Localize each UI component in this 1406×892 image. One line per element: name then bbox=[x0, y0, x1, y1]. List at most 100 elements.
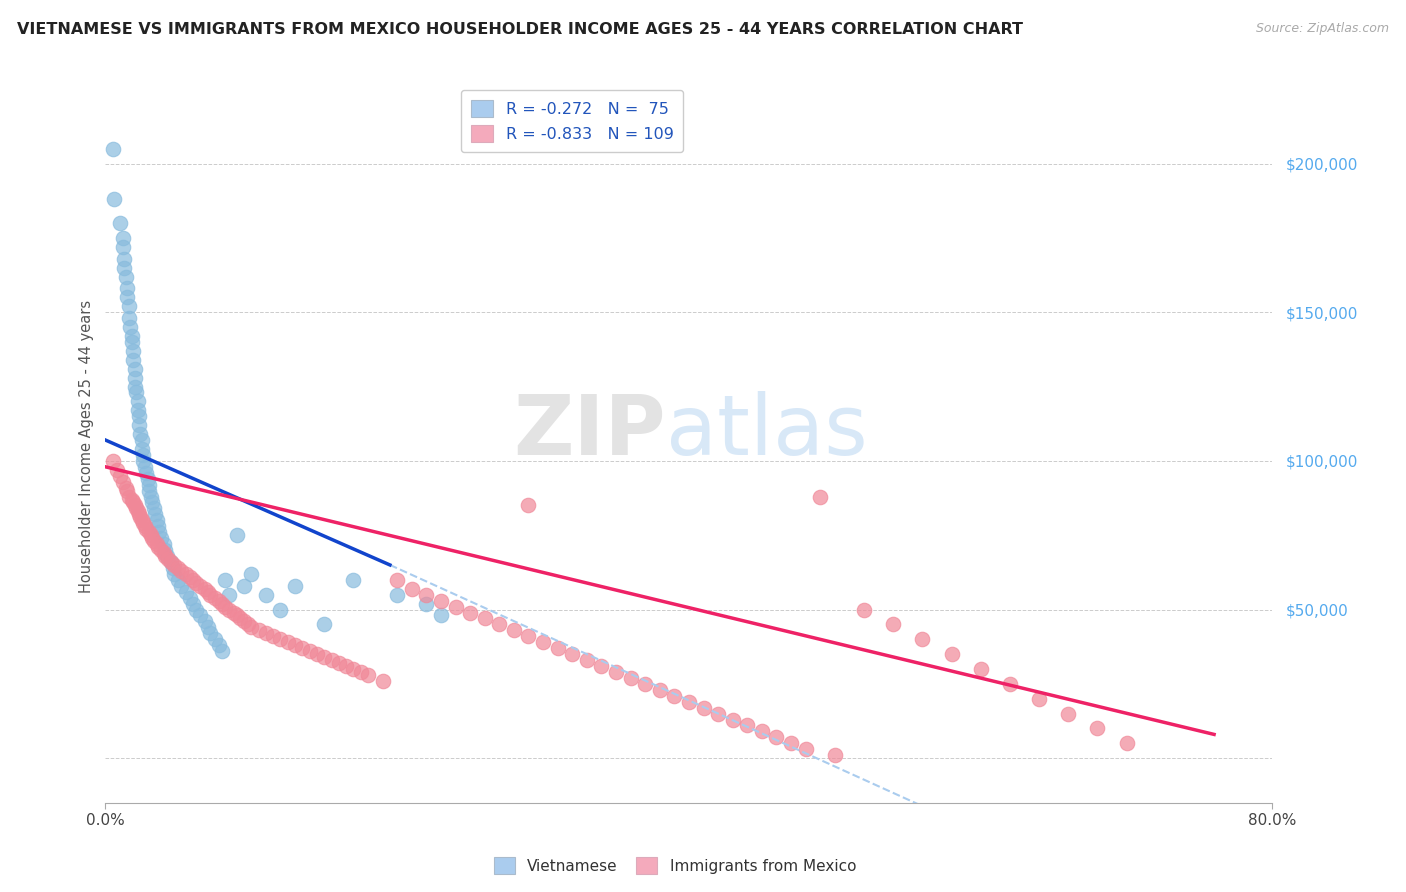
Point bbox=[132, 454, 155, 468]
Point bbox=[342, 662, 364, 676]
Point bbox=[138, 525, 160, 540]
Point bbox=[121, 329, 143, 343]
Point bbox=[458, 606, 481, 620]
Point bbox=[125, 385, 148, 400]
Point bbox=[415, 588, 437, 602]
Point bbox=[969, 662, 991, 676]
Point bbox=[314, 650, 336, 665]
Point bbox=[117, 290, 139, 304]
Point bbox=[218, 588, 240, 602]
Point bbox=[474, 611, 496, 625]
Point bbox=[115, 269, 138, 284]
Point bbox=[170, 564, 193, 578]
Point bbox=[155, 549, 177, 563]
Point bbox=[225, 528, 247, 542]
Point bbox=[225, 608, 247, 623]
Point bbox=[128, 409, 150, 424]
Point bbox=[194, 582, 217, 596]
Point bbox=[824, 748, 846, 763]
Point bbox=[547, 641, 569, 656]
Point bbox=[111, 475, 134, 489]
Point bbox=[122, 343, 145, 358]
Point bbox=[222, 606, 245, 620]
Point bbox=[371, 673, 394, 688]
Point bbox=[181, 597, 204, 611]
Point bbox=[444, 599, 467, 614]
Point bbox=[167, 573, 190, 587]
Point bbox=[117, 483, 139, 498]
Point bbox=[852, 602, 875, 616]
Point bbox=[204, 632, 226, 647]
Point bbox=[179, 570, 201, 584]
Point bbox=[179, 591, 201, 605]
Point bbox=[328, 656, 350, 670]
Point bbox=[174, 584, 197, 599]
Point bbox=[149, 531, 172, 545]
Text: Source: ZipAtlas.com: Source: ZipAtlas.com bbox=[1256, 22, 1389, 36]
Point bbox=[1028, 691, 1050, 706]
Point bbox=[111, 240, 134, 254]
Point bbox=[132, 448, 155, 462]
Point bbox=[314, 617, 336, 632]
Point bbox=[269, 602, 292, 616]
Point bbox=[254, 588, 277, 602]
Point bbox=[1057, 706, 1080, 721]
Point bbox=[240, 620, 263, 634]
Point bbox=[101, 454, 124, 468]
Point bbox=[108, 216, 131, 230]
Point bbox=[160, 555, 183, 569]
Point bbox=[136, 472, 159, 486]
Point bbox=[131, 442, 153, 456]
Point bbox=[208, 593, 231, 607]
Point bbox=[591, 659, 613, 673]
Point bbox=[342, 573, 364, 587]
Point bbox=[228, 611, 250, 625]
Point bbox=[751, 724, 773, 739]
Legend: Vietnamese, Immigrants from Mexico: Vietnamese, Immigrants from Mexico bbox=[488, 851, 862, 880]
Point bbox=[233, 579, 256, 593]
Point bbox=[247, 624, 270, 638]
Point bbox=[385, 573, 408, 587]
Point bbox=[184, 602, 207, 616]
Point bbox=[135, 466, 157, 480]
Point bbox=[124, 379, 146, 393]
Y-axis label: Householder Income Ages 25 - 44 years: Householder Income Ages 25 - 44 years bbox=[79, 300, 94, 592]
Point bbox=[998, 677, 1021, 691]
Point bbox=[143, 508, 166, 522]
Point bbox=[335, 659, 357, 673]
Point bbox=[131, 433, 153, 447]
Point bbox=[240, 566, 263, 581]
Point bbox=[211, 597, 233, 611]
Point bbox=[174, 566, 197, 581]
Point bbox=[120, 320, 142, 334]
Point bbox=[122, 352, 145, 367]
Point bbox=[605, 665, 627, 679]
Point bbox=[103, 192, 125, 206]
Point bbox=[105, 463, 128, 477]
Point bbox=[162, 561, 184, 575]
Point bbox=[127, 504, 149, 518]
Point bbox=[350, 665, 373, 679]
Point bbox=[142, 501, 165, 516]
Point bbox=[517, 499, 540, 513]
Point bbox=[211, 644, 233, 658]
Point bbox=[575, 653, 598, 667]
Point bbox=[737, 718, 759, 732]
Point bbox=[284, 638, 307, 652]
Point bbox=[204, 591, 226, 605]
Point bbox=[156, 549, 179, 563]
Point bbox=[678, 695, 700, 709]
Point bbox=[111, 231, 134, 245]
Point bbox=[118, 311, 141, 326]
Point bbox=[200, 626, 222, 640]
Point bbox=[277, 635, 299, 649]
Point bbox=[163, 558, 186, 572]
Point bbox=[146, 540, 169, 554]
Point bbox=[131, 513, 153, 527]
Point bbox=[1115, 736, 1137, 750]
Point bbox=[132, 516, 155, 531]
Point bbox=[170, 579, 193, 593]
Point bbox=[415, 597, 437, 611]
Point bbox=[692, 700, 714, 714]
Point bbox=[794, 742, 817, 756]
